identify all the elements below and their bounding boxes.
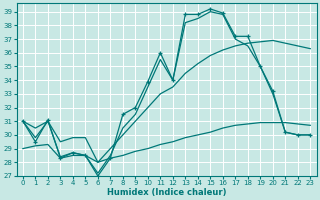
X-axis label: Humidex (Indice chaleur): Humidex (Indice chaleur) [107,188,226,197]
